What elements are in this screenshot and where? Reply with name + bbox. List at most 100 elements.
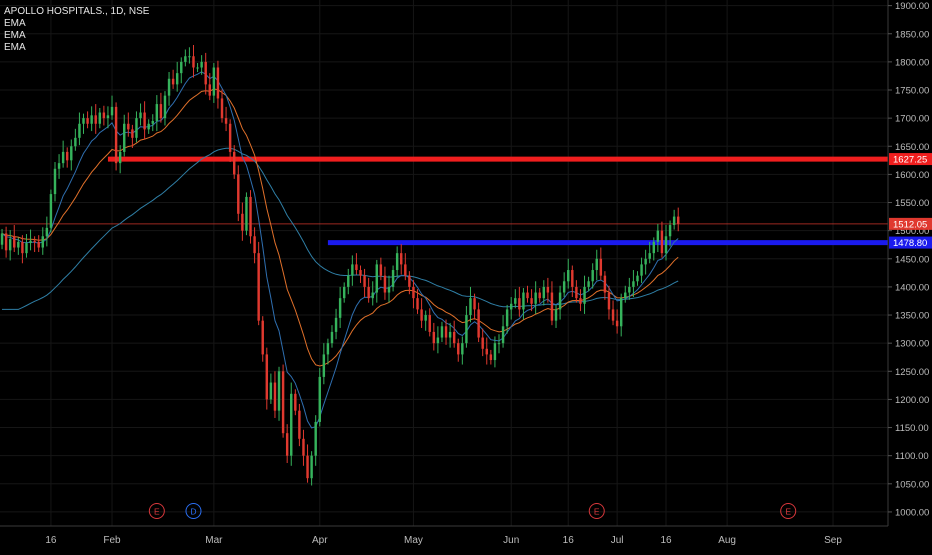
candle-up: [628, 286, 631, 293]
candle-up: [375, 264, 379, 293]
candle-down: [408, 275, 411, 287]
x-tick-label: Mar: [205, 535, 223, 546]
candle-up: [74, 137, 77, 147]
candle-up: [656, 230, 660, 242]
candle-down: [94, 115, 97, 124]
candle-up: [514, 298, 517, 304]
candle-down: [379, 264, 383, 276]
candle-down: [355, 264, 358, 271]
candle-down: [359, 270, 362, 276]
candle-down: [159, 104, 163, 119]
candle-up: [106, 115, 110, 119]
event-marker-label: D: [190, 507, 196, 517]
candle-up: [78, 123, 81, 138]
candle-up: [371, 292, 374, 299]
candle-down: [457, 343, 460, 355]
candle-down: [579, 298, 582, 304]
y-tick-label: 1000.00: [895, 507, 929, 518]
candle-up: [25, 243, 28, 254]
candle-down: [265, 354, 269, 400]
candle-up: [245, 196, 248, 231]
candle-up: [424, 315, 427, 321]
candle-down: [546, 286, 550, 293]
price-tag-label: 1478.80: [893, 238, 927, 249]
candle-up: [155, 104, 159, 121]
y-tick-label: 1550.00: [895, 198, 929, 209]
event-marker[interactable]: [588, 503, 605, 519]
candle-down: [114, 106, 118, 164]
candle-down: [383, 275, 387, 293]
candle-up: [562, 281, 566, 293]
event-marker-label: E: [154, 507, 160, 517]
candle-up: [277, 371, 281, 411]
candle-down: [599, 258, 603, 276]
candle-down: [538, 292, 541, 299]
candle-down: [611, 309, 615, 321]
candle-up: [326, 343, 330, 355]
candle-up: [0, 233, 4, 245]
indicator-ema-2[interactable]: EMA: [4, 30, 26, 41]
candle-up: [147, 123, 150, 130]
price-tag-box: [889, 153, 932, 166]
y-tick-label: 1800.00: [895, 57, 929, 68]
candle-down: [416, 298, 419, 310]
candle-down: [477, 309, 480, 338]
y-tick-label: 1300.00: [895, 339, 929, 350]
y-tick-label: 1700.00: [895, 114, 929, 125]
candle-up: [672, 216, 676, 226]
event-marker[interactable]: [185, 503, 202, 519]
candle-down: [224, 118, 228, 124]
candle-down: [518, 298, 521, 310]
candle-up: [644, 258, 647, 265]
y-tick-label: 1350.00: [895, 311, 929, 322]
candle-up: [200, 61, 203, 68]
candle-up: [351, 264, 354, 276]
candle-down: [607, 292, 611, 310]
candle-down: [237, 174, 240, 214]
candle-up: [558, 292, 562, 310]
candle-down: [127, 123, 130, 130]
indicator-ema-1[interactable]: EMA: [4, 18, 26, 29]
y-tick-label: 1250.00: [895, 367, 929, 378]
candle-down: [489, 354, 493, 361]
candle-down: [216, 67, 220, 99]
candle-up: [163, 95, 167, 119]
candle-up: [314, 421, 317, 456]
candle-up: [591, 270, 594, 282]
candle-down: [33, 240, 36, 242]
x-tick-label: 16: [563, 535, 575, 546]
candle-down: [204, 61, 207, 85]
candle-down: [603, 275, 607, 293]
candle-up: [493, 343, 497, 361]
price-tag-box: [889, 236, 932, 249]
ema-slow-line: [1, 88, 679, 367]
y-tick-label: 1400.00: [895, 282, 929, 293]
indicator-ema-3[interactable]: EMA: [4, 42, 26, 53]
candle-down: [363, 275, 366, 287]
ema-long-line: [2, 147, 679, 310]
candle-up: [595, 258, 598, 271]
symbol-title[interactable]: APOLLO HOSPITALS., 1D, NSE: [4, 6, 150, 17]
candle-up: [135, 118, 138, 138]
event-marker[interactable]: [148, 503, 165, 519]
candle-down: [571, 270, 574, 287]
candle-up: [310, 455, 313, 479]
candle-down: [281, 371, 285, 434]
y-tick-label: 1100.00: [895, 451, 929, 462]
candle-up: [338, 298, 342, 318]
candle-up: [583, 286, 586, 304]
event-marker[interactable]: [780, 503, 797, 519]
x-tick-label: Jul: [611, 535, 624, 546]
y-tick-label: 1650.00: [895, 142, 929, 153]
candle-down: [485, 348, 488, 355]
candle-up: [61, 151, 65, 164]
y-tick-label: 1750.00: [895, 86, 929, 97]
y-tick-label: 1050.00: [895, 479, 929, 490]
candle-up: [461, 343, 464, 355]
candle-down: [86, 118, 89, 124]
candle-up: [269, 382, 273, 400]
candle-up: [497, 343, 501, 345]
